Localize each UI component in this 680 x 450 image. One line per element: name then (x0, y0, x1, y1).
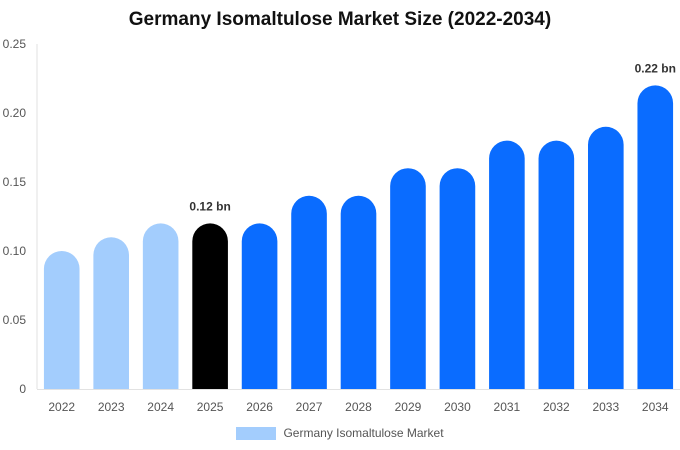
legend: Germany Isomaltulose Market (0, 426, 680, 440)
y-tick-label: 0.10 (3, 244, 27, 258)
x-tick-label: 2028 (345, 400, 372, 414)
x-tick-label: 2031 (494, 400, 521, 414)
x-tick-label: 2033 (592, 400, 619, 414)
bar-2032 (538, 140, 575, 389)
x-tick-label: 2023 (98, 400, 125, 414)
x-tick-label: 2029 (395, 400, 422, 414)
y-tick-label: 0.05 (3, 313, 27, 327)
data-label: 0.12 bn (189, 199, 230, 213)
y-axis-ticks: 0 0.05 0.10 0.15 0.20 0.25 (3, 37, 27, 396)
data-label: 0.22 bn (635, 61, 676, 75)
legend-label: Germany Isomaltulose Market (283, 426, 444, 440)
bar-2034 (637, 85, 674, 389)
y-tick-label: 0.15 (3, 175, 27, 189)
bar-2022 (43, 251, 80, 389)
bar-2033 (588, 126, 624, 389)
chart-title: Germany Isomaltulose Market Size (2022-2… (128, 9, 552, 30)
bar-2026 (241, 223, 278, 389)
bars (43, 85, 674, 389)
x-tick-label: 2030 (444, 400, 471, 414)
x-tick-label: 2025 (197, 400, 224, 414)
x-tick-label: 2026 (246, 400, 273, 414)
bar-2028 (340, 195, 377, 389)
bar-2030 (439, 168, 476, 389)
data-labels: 0.12 bn 0.22 bn (189, 61, 676, 213)
x-axis-ticks: 2022 2023 2024 2025 2026 2027 2028 2029 2030 2031… (48, 400, 669, 414)
y-tick-label: 0.20 (3, 106, 27, 120)
bar-2025 (192, 223, 228, 389)
x-tick-label: 2024 (147, 400, 174, 414)
bar-2029 (390, 168, 426, 389)
x-tick-label: 2022 (48, 400, 75, 414)
bar-2027 (291, 195, 327, 389)
bar-2024 (142, 223, 179, 389)
legend-swatch (236, 426, 277, 440)
bar-2023 (93, 237, 129, 389)
x-tick-label: 2027 (296, 400, 323, 414)
y-tick-label: 0.25 (3, 37, 27, 51)
x-tick-label: 2034 (642, 400, 669, 414)
bar-2031 (489, 140, 525, 389)
y-tick-label: 0 (19, 382, 26, 396)
x-tick-label: 2032 (543, 400, 570, 414)
